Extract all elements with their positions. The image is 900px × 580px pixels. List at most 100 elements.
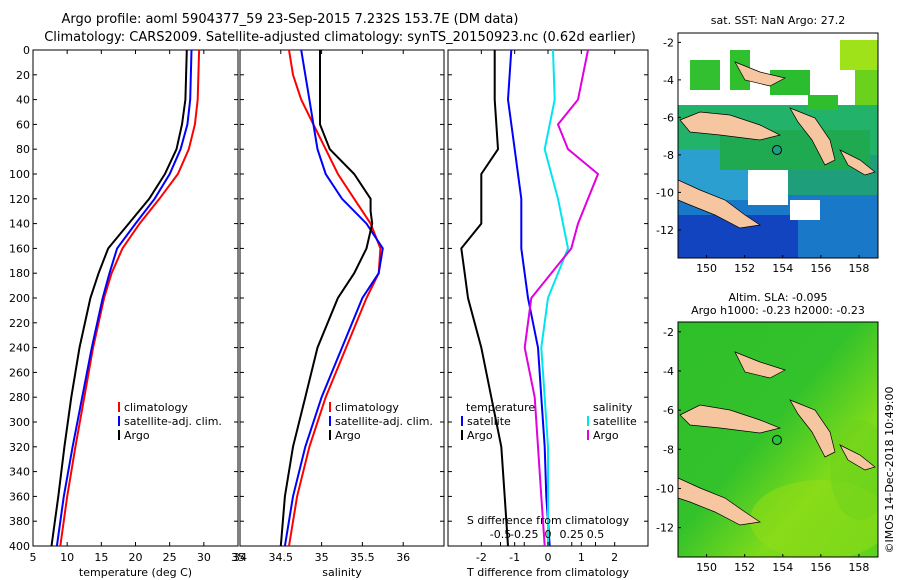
y-tick-label: 260 xyxy=(9,366,30,379)
y-tick-label: 40 xyxy=(16,94,30,107)
map-y-tick-label: -8 xyxy=(663,443,674,456)
x-tick-label: 34.5 xyxy=(269,551,294,564)
map-y-tick-label: -12 xyxy=(656,224,674,237)
salinity-panel: 34 34.5 35 35.5 36 salinity climatologysatelli… xyxy=(233,49,445,579)
s-diff-axis-label: S difference from climatology xyxy=(467,514,630,527)
y-tick-label: 380 xyxy=(9,515,30,528)
x2-tick-label: 0 xyxy=(545,528,552,541)
y-tick-label: 320 xyxy=(9,441,30,454)
legend-label: climatology xyxy=(124,401,188,414)
y-tick-label: 280 xyxy=(9,391,30,404)
legend-label: Argo xyxy=(593,429,619,442)
legend-label: satellite-adj. clim. xyxy=(335,415,433,428)
x2-tick-label: 0.25 xyxy=(560,528,585,541)
y-tick-label: 340 xyxy=(9,466,30,479)
legend-label: climatology xyxy=(335,401,399,414)
series-line-argo xyxy=(279,50,374,546)
y-tick-label: 180 xyxy=(9,267,30,280)
map-y-tick-label: -4 xyxy=(663,365,674,378)
map-y-tick-label: -10 xyxy=(656,186,674,199)
sla-map: Altim. SLA: -0.095 Argo h1000: -0.23 h20… xyxy=(656,291,879,574)
map-x-tick-label: 152 xyxy=(734,262,755,275)
y-tick-label: 140 xyxy=(9,218,30,231)
map-x-tick-label: 154 xyxy=(772,262,793,275)
legend-label: Argo xyxy=(124,429,150,442)
y-tick-label: 80 xyxy=(16,143,30,156)
y-tick-label: 0 xyxy=(23,44,30,57)
sla-map-title: Altim. SLA: -0.095 xyxy=(728,291,827,304)
main-title-line1: Argo profile: aoml 5904377_59 23-Sep-201… xyxy=(62,12,519,27)
y-tick-label: 220 xyxy=(9,317,30,330)
series-line-salinity-argo xyxy=(523,50,600,546)
sst-map-title: sat. SST: NaN Argo: 27.2 xyxy=(711,14,845,27)
series-line-temperature-satellite xyxy=(506,50,551,546)
y-tick-label: 120 xyxy=(9,193,30,206)
difference-panel: -2 -1 0 1 2 T difference from climatology temp… xyxy=(447,49,649,579)
map-x-tick-label: 156 xyxy=(810,561,831,574)
legend-label: Argo xyxy=(467,429,493,442)
x-axis-label: temperature (deg C) xyxy=(79,566,192,579)
series-line-satellite-adj-clim- xyxy=(55,50,193,546)
map-x-tick-label: 156 xyxy=(810,262,831,275)
x-tick-label: 20 xyxy=(129,551,143,564)
map-x-tick-label: 150 xyxy=(696,561,717,574)
x-tick-label: 15 xyxy=(94,551,108,564)
series-line-temperature-argo xyxy=(460,50,509,546)
x2-tick-label: -0.5 xyxy=(490,528,511,541)
map-x-tick-label: 150 xyxy=(696,262,717,275)
legend-label: satellite-adj. clim. xyxy=(124,415,222,428)
x-tick-label: 2 xyxy=(611,551,618,564)
x2-tick-label: 0.5 xyxy=(587,528,605,541)
y-tick-label: 200 xyxy=(9,292,30,305)
x-tick-label: 30 xyxy=(197,551,211,564)
map-y-tick-label: -8 xyxy=(663,149,674,162)
y-tick-label: 160 xyxy=(9,242,30,255)
map-y-tick-label: -10 xyxy=(656,482,674,495)
legend-label: satellite xyxy=(593,415,637,428)
x-tick-label: -2 xyxy=(476,551,487,564)
x-tick-label: 35 xyxy=(315,551,329,564)
map-x-tick-label: 154 xyxy=(772,561,793,574)
sla-map-subtitle: Argo h1000: -0.23 h2000: -0.23 xyxy=(691,304,865,317)
x-tick-label: 36 xyxy=(396,551,410,564)
legend-s-title: salinity xyxy=(593,401,633,414)
imos-watermark: ©IMOS 14-Dec-2018 10:49:00 xyxy=(883,387,896,554)
map-y-tick-label: -4 xyxy=(663,74,674,87)
legend-label: satellite xyxy=(467,415,511,428)
x-axis-label: salinity xyxy=(322,566,362,579)
map-y-tick-label: -6 xyxy=(663,404,674,417)
map-x-tick-label: 158 xyxy=(848,561,869,574)
x-tick-label: 34 xyxy=(233,551,247,564)
map-x-tick-label: 152 xyxy=(734,561,755,574)
x2-tick-label: -0.25 xyxy=(510,528,538,541)
x-tick-label: 10 xyxy=(60,551,74,564)
x-tick-label: -1 xyxy=(509,551,520,564)
legend-t-title: temperature xyxy=(466,401,535,414)
series-line-argo xyxy=(50,50,188,546)
temperature-panel: 5 10 15 20 25 30 35 0 20 40 60 80 100 120 140 160 180 200… xyxy=(9,44,245,579)
sst-map: sat. SST: NaN Argo: 27.2 15 xyxy=(656,14,879,275)
x-tick-label: 1 xyxy=(578,551,585,564)
y-tick-label: 300 xyxy=(9,416,30,429)
y-tick-label: 60 xyxy=(16,118,30,131)
map-y-tick-label: -2 xyxy=(663,326,674,339)
map-y-tick-label: -2 xyxy=(663,36,674,49)
x-tick-label: 35.5 xyxy=(350,551,375,564)
plot-frame xyxy=(239,49,445,547)
map-x-tick-label: 158 xyxy=(848,262,869,275)
x-axis-label: T difference from climatology xyxy=(466,566,629,579)
plot-frame xyxy=(32,49,239,547)
y-tick-label: 20 xyxy=(16,69,30,82)
main-title-line2: Climatology: CARS2009. Satellite-adjuste… xyxy=(44,30,636,45)
x-tick-label: 5 xyxy=(30,551,37,564)
x-tick-label: 0 xyxy=(545,551,552,564)
y-tick-label: 240 xyxy=(9,342,30,355)
y-tick-label: 400 xyxy=(9,540,30,553)
map-y-tick-label: -12 xyxy=(656,522,674,535)
series-line-satellite-adj-clim- xyxy=(283,50,384,546)
legend-label: Argo xyxy=(335,429,361,442)
map-y-tick-label: -6 xyxy=(663,111,674,124)
y-tick-label: 100 xyxy=(9,168,30,181)
series-line-climatology xyxy=(59,50,201,546)
